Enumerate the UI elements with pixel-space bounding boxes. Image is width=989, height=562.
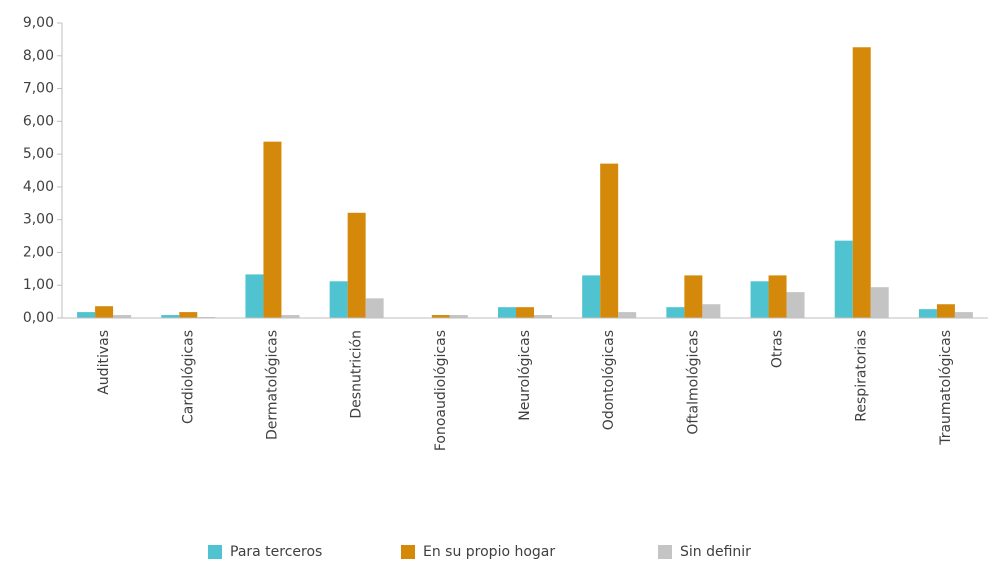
legend-label: En su propio hogar [423, 544, 555, 560]
bar [161, 315, 180, 318]
bar [347, 212, 366, 318]
bar [834, 240, 853, 318]
bar [365, 298, 384, 318]
x-tick-label: Traumatológicas [938, 330, 954, 446]
y-tick-label: 9,00 [23, 15, 54, 31]
legend-swatch [401, 545, 415, 559]
legend-label: Sin definir [680, 544, 751, 560]
bar [449, 315, 468, 318]
bar [870, 287, 889, 318]
bar [600, 163, 619, 318]
bar [702, 304, 721, 318]
y-tick-label: 3,00 [23, 212, 54, 228]
bar [786, 292, 805, 318]
bar [329, 281, 348, 318]
bar [582, 275, 601, 318]
y-tick-label: 7,00 [23, 81, 54, 97]
legend-swatch [658, 545, 672, 559]
bar [684, 275, 703, 318]
bar [113, 315, 132, 318]
bar [768, 275, 787, 318]
bar [918, 309, 937, 318]
bar [281, 315, 300, 318]
x-tick-label: Neurológicas [517, 330, 533, 421]
bar [666, 307, 685, 318]
y-tick-label: 1,00 [23, 277, 54, 293]
bar [618, 312, 637, 318]
y-tick-label: 2,00 [23, 244, 54, 260]
legend-label: Para terceros [230, 544, 322, 560]
x-tick-label: Respiratorias [854, 330, 870, 422]
y-tick-label: 8,00 [23, 48, 54, 64]
x-tick-label: Otras [770, 330, 786, 368]
x-tick-label: Cardiológicas [180, 330, 196, 424]
bar [936, 304, 955, 318]
bar [852, 47, 871, 318]
x-tick-label: Desnutrición [349, 330, 365, 419]
x-tick-label: Oftalmológicas [685, 330, 701, 435]
bar [245, 274, 264, 318]
bar [95, 306, 114, 318]
bar [431, 315, 450, 318]
x-tick-label: Dermatológicas [264, 330, 280, 440]
y-tick-label: 6,00 [23, 113, 54, 129]
y-tick-label: 5,00 [23, 146, 54, 162]
x-tick-label: Odontológicas [601, 330, 617, 430]
bar [77, 312, 96, 318]
bar [498, 307, 516, 318]
bar [750, 281, 769, 318]
bar [534, 315, 552, 318]
bar [179, 312, 198, 318]
bar [516, 307, 534, 318]
y-tick-label: 0,00 [23, 310, 54, 326]
bar [263, 141, 282, 318]
x-tick-label: Fonoaudiológicas [433, 330, 449, 451]
legend-swatch [208, 545, 222, 559]
x-tick-label: Auditivas [96, 330, 112, 395]
bar [954, 312, 973, 318]
y-tick-label: 4,00 [23, 179, 54, 195]
